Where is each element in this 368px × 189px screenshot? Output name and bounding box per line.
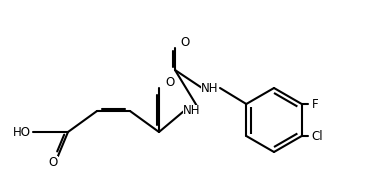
Text: O: O	[48, 156, 58, 169]
Text: HO: HO	[13, 125, 31, 139]
Text: O: O	[180, 36, 189, 49]
Text: NH: NH	[201, 81, 219, 94]
Text: O: O	[165, 75, 174, 88]
Text: Cl: Cl	[312, 129, 323, 143]
Text: F: F	[312, 98, 318, 111]
Text: NH: NH	[183, 105, 201, 118]
